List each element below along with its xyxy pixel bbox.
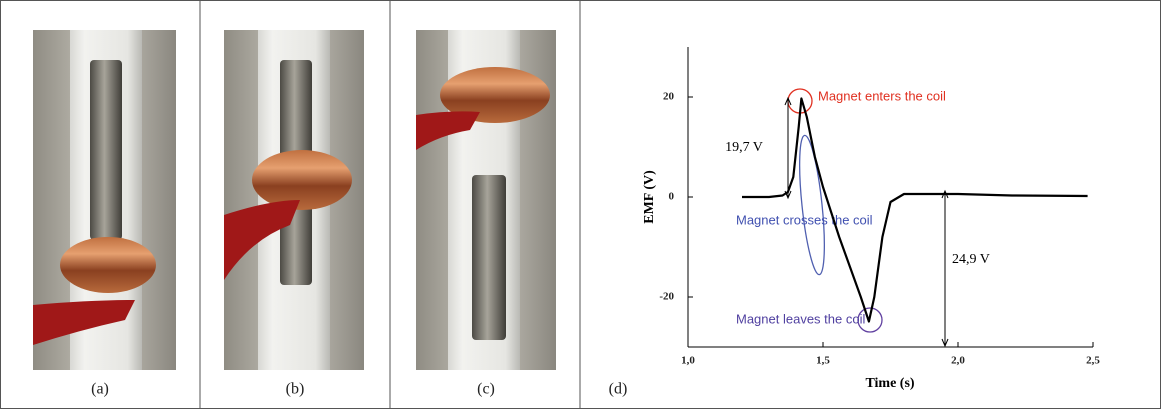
x-tick-label: 1,0 bbox=[681, 355, 695, 367]
annotation-shapes bbox=[784, 88, 949, 348]
photo bbox=[416, 30, 556, 370]
data-line bbox=[742, 97, 1088, 323]
panel-label: (c) bbox=[477, 381, 495, 398]
photo bbox=[224, 30, 364, 370]
annotation: 19,7 V bbox=[725, 140, 763, 155]
photo bbox=[33, 30, 176, 370]
annotation: 24,9 V bbox=[952, 252, 990, 267]
y-axis-label: EMF (V) bbox=[642, 170, 657, 224]
panel-label: (a) bbox=[91, 381, 109, 398]
annotation: Magnet crosses the coil bbox=[736, 212, 873, 227]
x-axis-label: Time (s) bbox=[865, 376, 914, 391]
panel-label: (d) bbox=[609, 381, 628, 398]
x-tick-label: 2,5 bbox=[1086, 355, 1100, 367]
y-tick-label: -20 bbox=[659, 291, 674, 303]
y-tick-label: 20 bbox=[663, 91, 675, 103]
annotation: Magnet enters the coil bbox=[818, 88, 946, 103]
x-tick-label: 2,0 bbox=[951, 355, 965, 367]
panel-label: (b) bbox=[286, 381, 305, 398]
annotation: Magnet leaves the coil bbox=[736, 311, 865, 326]
x-tick-label: 1,5 bbox=[816, 355, 830, 367]
y-tick-label: 0 bbox=[669, 191, 675, 203]
